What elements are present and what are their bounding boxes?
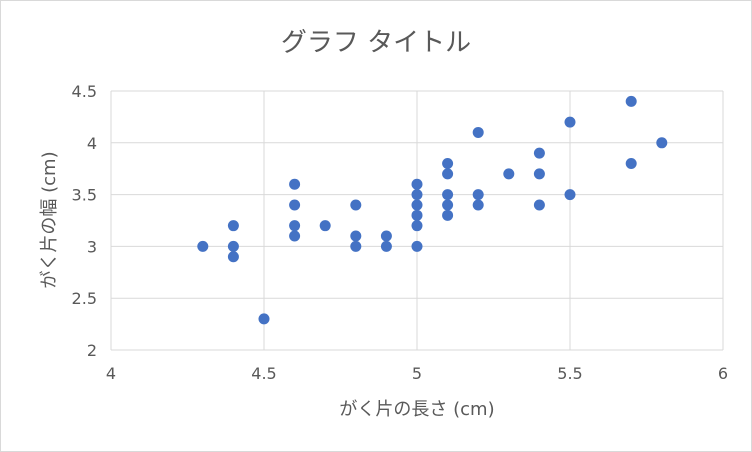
data-points [197, 95, 668, 325]
data-point [350, 230, 362, 242]
y-tick-label: 3 [87, 237, 97, 256]
data-point [442, 189, 454, 201]
y-tick-label: 4.5 [72, 82, 97, 101]
tick-labels: 2 2.5 3 3.5 4 4.5 4 4.5 5 5.5 6 [72, 82, 729, 383]
data-point [380, 230, 392, 242]
x-tick-label: 4.5 [251, 364, 276, 383]
data-point [289, 199, 301, 211]
data-point [289, 230, 301, 242]
data-point [319, 220, 331, 232]
data-point [564, 116, 576, 128]
data-point [227, 240, 239, 252]
data-point [350, 240, 362, 252]
x-axis-title: がく片の長さ (cm) [339, 399, 494, 420]
data-point [442, 209, 454, 221]
data-point [656, 137, 668, 149]
data-point [411, 220, 423, 232]
data-point [472, 189, 484, 201]
data-point [442, 168, 454, 180]
gridlines [110, 90, 724, 351]
data-point [227, 251, 239, 263]
data-point [289, 178, 301, 190]
data-point [289, 220, 301, 232]
data-point [625, 158, 637, 170]
y-axis-title: がく片の幅 (cm) [39, 151, 60, 288]
data-point [533, 147, 545, 159]
data-point [197, 240, 209, 252]
x-tick-label: 4 [106, 364, 116, 383]
data-point [533, 168, 545, 180]
data-point [564, 189, 576, 201]
y-tick-label: 4 [87, 134, 97, 153]
data-point [533, 199, 545, 211]
y-tick-label: 2.5 [72, 289, 97, 308]
data-point [442, 158, 454, 170]
data-point [472, 199, 484, 211]
y-tick-label: 3.5 [72, 186, 97, 205]
data-point [472, 126, 484, 138]
x-tick-label: 6 [718, 364, 728, 383]
chart-title: グラフ タイトル [281, 28, 471, 58]
data-point [380, 240, 392, 252]
data-point [411, 209, 423, 221]
data-point [350, 199, 362, 211]
data-point [258, 313, 270, 325]
data-point [411, 189, 423, 201]
x-tick-label: 5 [412, 364, 422, 383]
data-point [411, 199, 423, 211]
data-point [411, 178, 423, 190]
y-tick-label: 2 [87, 341, 97, 360]
x-tick-label: 5.5 [557, 364, 582, 383]
data-point [411, 240, 423, 252]
data-point [442, 199, 454, 211]
data-point [227, 220, 239, 232]
data-point [503, 168, 515, 180]
data-point [625, 95, 637, 107]
